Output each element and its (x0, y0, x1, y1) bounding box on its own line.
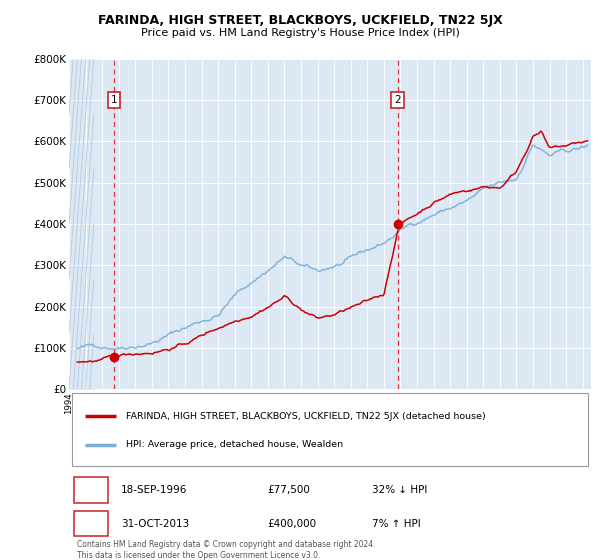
Text: FARINDA, HIGH STREET, BLACKBOYS, UCKFIELD, TN22 5JX: FARINDA, HIGH STREET, BLACKBOYS, UCKFIEL… (98, 14, 502, 27)
FancyBboxPatch shape (74, 478, 108, 503)
Text: 1: 1 (111, 95, 118, 105)
Text: 1: 1 (88, 485, 94, 495)
Text: 31-OCT-2013: 31-OCT-2013 (121, 519, 190, 529)
Text: 2: 2 (394, 95, 401, 105)
FancyBboxPatch shape (71, 394, 589, 466)
Text: £77,500: £77,500 (268, 485, 310, 495)
Text: £400,000: £400,000 (268, 519, 316, 529)
Text: FARINDA, HIGH STREET, BLACKBOYS, UCKFIELD, TN22 5JX (detached house): FARINDA, HIGH STREET, BLACKBOYS, UCKFIEL… (127, 412, 486, 421)
Text: 2: 2 (88, 519, 94, 529)
Text: HPI: Average price, detached house, Wealden: HPI: Average price, detached house, Weal… (127, 440, 344, 449)
Text: Price paid vs. HM Land Registry's House Price Index (HPI): Price paid vs. HM Land Registry's House … (140, 28, 460, 38)
Text: 7% ↑ HPI: 7% ↑ HPI (372, 519, 421, 529)
Text: 18-SEP-1996: 18-SEP-1996 (121, 485, 188, 495)
Text: 32% ↓ HPI: 32% ↓ HPI (372, 485, 427, 495)
Text: This data is licensed under the Open Government Licence v3.0.: This data is licensed under the Open Gov… (77, 551, 320, 560)
FancyBboxPatch shape (74, 511, 108, 536)
Text: Contains HM Land Registry data © Crown copyright and database right 2024.: Contains HM Land Registry data © Crown c… (77, 540, 376, 549)
